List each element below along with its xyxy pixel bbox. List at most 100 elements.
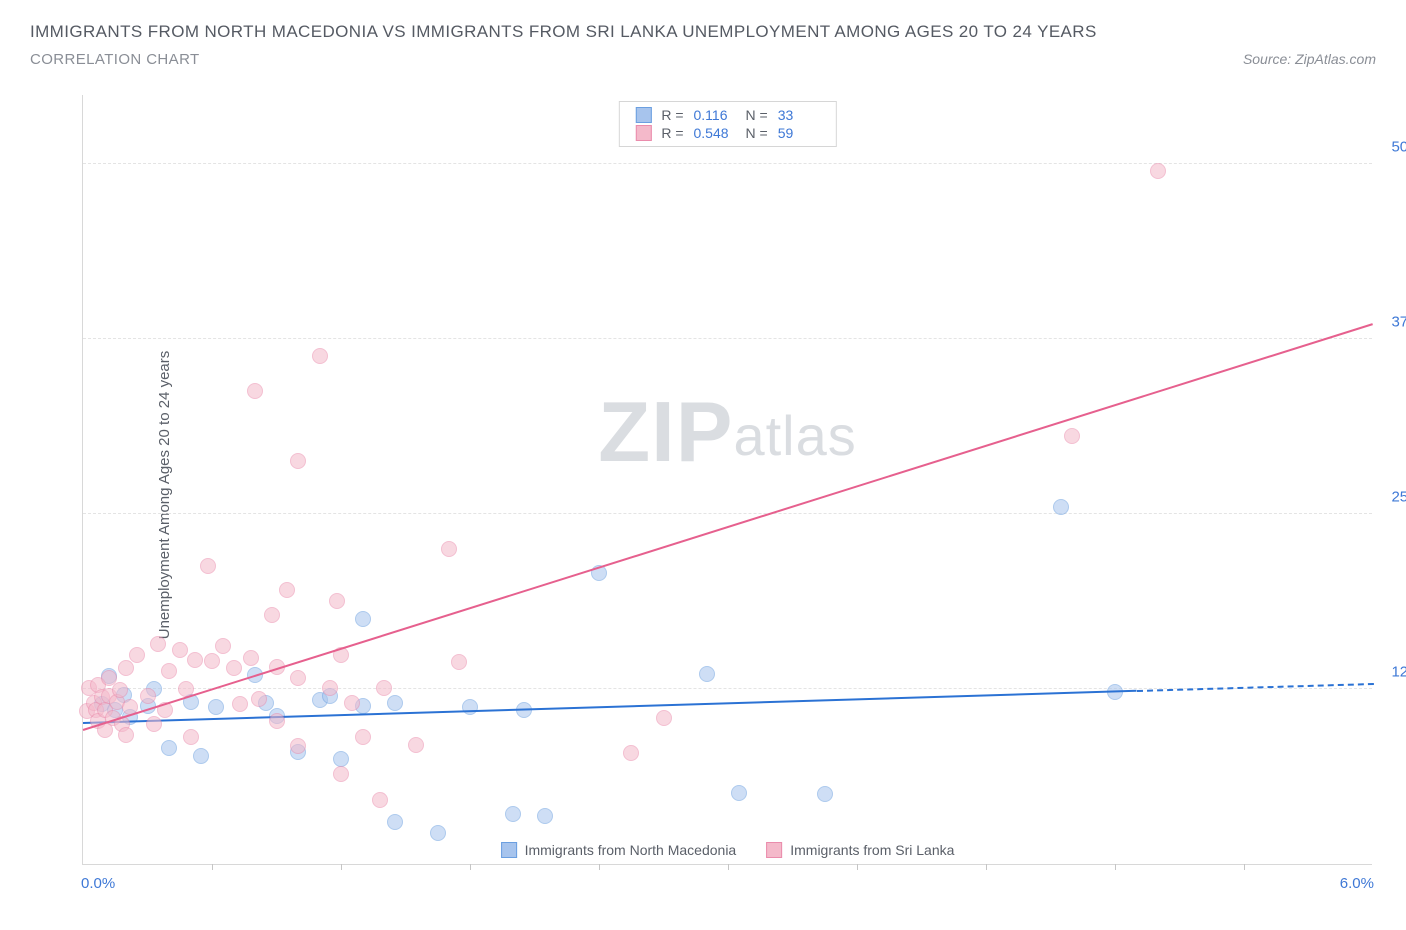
scatter-point (537, 808, 553, 824)
correlation-legend: R = 0.116 N = 33 R = 0.548 N = 59 (618, 101, 836, 147)
gridline (83, 338, 1372, 339)
swatch-icon (635, 107, 651, 123)
x-tick (470, 864, 471, 870)
y-tick-label: 12.5% (1391, 664, 1406, 681)
x-tick (341, 864, 342, 870)
scatter-point (333, 751, 349, 767)
scatter-point (505, 806, 521, 822)
gridline (83, 163, 1372, 164)
scatter-point (269, 713, 285, 729)
scatter-point (193, 748, 209, 764)
chart-title: IMMIGRANTS FROM NORTH MACEDONIA VS IMMIG… (30, 18, 1376, 45)
scatter-point (129, 647, 145, 663)
x-axis-max: 6.0% (1340, 875, 1374, 892)
scatter-point (355, 611, 371, 627)
scatter-point (731, 785, 747, 801)
legend-row-series-1: R = 0.548 N = 59 (635, 124, 819, 142)
scatter-point (112, 682, 128, 698)
legend-r-value-0: 0.116 (694, 107, 736, 123)
x-tick (599, 864, 600, 870)
legend-row-series-0: R = 0.116 N = 33 (635, 106, 819, 124)
x-axis-min: 0.0% (81, 875, 115, 892)
scatter-point (312, 348, 328, 364)
chart-container: Unemployment Among Ages 20 to 24 years Z… (30, 95, 1380, 895)
scatter-point (140, 688, 156, 704)
scatter-point (817, 786, 833, 802)
scatter-point (161, 663, 177, 679)
scatter-point (279, 582, 295, 598)
scatter-point (183, 729, 199, 745)
watermark: ZIPatlas (598, 384, 857, 482)
swatch-icon (501, 842, 517, 858)
scatter-point (161, 740, 177, 756)
scatter-point (451, 654, 467, 670)
scatter-point (623, 745, 639, 761)
scatter-point (232, 696, 248, 712)
scatter-point (187, 652, 203, 668)
chart-header: IMMIGRANTS FROM NORTH MACEDONIA VS IMMIG… (0, 0, 1406, 68)
scatter-point (118, 727, 134, 743)
scatter-point (699, 666, 715, 682)
scatter-point (372, 792, 388, 808)
legend-r-value-1: 0.548 (694, 125, 736, 141)
y-tick-label: 25.0% (1391, 489, 1406, 506)
y-tick-label: 37.5% (1391, 314, 1406, 331)
scatter-point (1150, 163, 1166, 179)
gridline (83, 513, 1372, 514)
scatter-point (344, 695, 360, 711)
scatter-point (208, 699, 224, 715)
scatter-point (329, 593, 345, 609)
legend-n-value-0: 33 (778, 107, 820, 123)
watermark-bold: ZIP (598, 385, 733, 480)
scatter-point (462, 699, 478, 715)
scatter-point (247, 383, 263, 399)
scatter-point (118, 660, 134, 676)
legend-item-1: Immigrants from Sri Lanka (766, 842, 954, 858)
scatter-point (387, 695, 403, 711)
legend-n-label: N = (746, 125, 768, 141)
x-tick (212, 864, 213, 870)
plot-area: ZIPatlas R = 0.116 N = 33 R = 0.548 N = … (82, 95, 1372, 865)
scatter-point (355, 729, 371, 745)
legend-r-label: R = (661, 125, 683, 141)
scatter-point (264, 607, 280, 623)
x-tick (1244, 864, 1245, 870)
scatter-point (172, 642, 188, 658)
scatter-point (150, 636, 166, 652)
scatter-point (656, 710, 672, 726)
chart-source: Source: ZipAtlas.com (1243, 51, 1376, 67)
trend-line (83, 323, 1374, 731)
x-tick (1115, 864, 1116, 870)
scatter-point (243, 650, 259, 666)
x-tick (986, 864, 987, 870)
y-tick-label: 50.0% (1391, 139, 1406, 156)
scatter-point (215, 638, 231, 654)
series-legend: Immigrants from North Macedonia Immigran… (487, 842, 969, 858)
chart-subtitle: CORRELATION CHART (30, 51, 200, 68)
scatter-point (204, 653, 220, 669)
scatter-point (408, 737, 424, 753)
scatter-point (290, 453, 306, 469)
scatter-point (430, 825, 446, 841)
scatter-point (441, 541, 457, 557)
subtitle-row: CORRELATION CHART Source: ZipAtlas.com (30, 51, 1376, 68)
series-name-1: Immigrants from Sri Lanka (790, 842, 954, 858)
legend-item-0: Immigrants from North Macedonia (501, 842, 737, 858)
series-name-0: Immigrants from North Macedonia (525, 842, 737, 858)
scatter-point (146, 716, 162, 732)
swatch-icon (766, 842, 782, 858)
scatter-point (1053, 499, 1069, 515)
scatter-point (200, 558, 216, 574)
legend-n-value-1: 59 (778, 125, 820, 141)
scatter-point (376, 680, 392, 696)
x-tick (728, 864, 729, 870)
legend-r-label: R = (661, 107, 683, 123)
scatter-point (290, 670, 306, 686)
x-tick (857, 864, 858, 870)
scatter-point (251, 691, 267, 707)
scatter-point (322, 680, 338, 696)
scatter-point (387, 814, 403, 830)
scatter-point (1064, 428, 1080, 444)
scatter-point (226, 660, 242, 676)
swatch-icon (635, 125, 651, 141)
